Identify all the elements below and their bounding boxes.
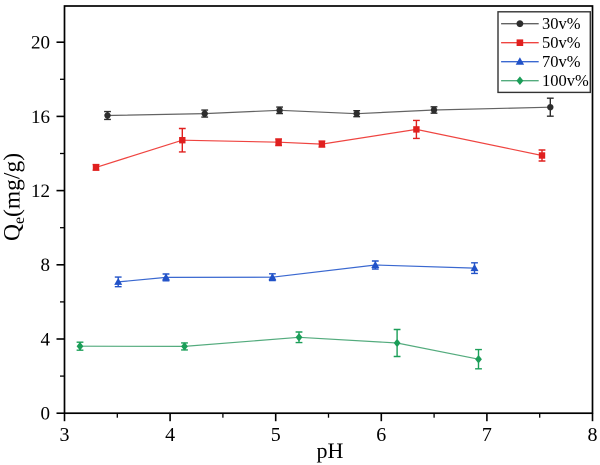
svg-text:pH: pH [317,438,344,463]
svg-text:50v%: 50v% [542,33,581,52]
svg-text:20: 20 [31,33,50,54]
svg-text:8: 8 [41,255,51,276]
svg-text:Qe(mg/g): Qe(mg/g) [0,153,28,241]
svg-text:30v%: 30v% [542,14,581,33]
svg-text:8: 8 [588,424,598,446]
svg-text:16: 16 [31,107,50,128]
svg-text:12: 12 [31,181,50,202]
svg-text:4: 4 [41,329,51,350]
svg-text:3: 3 [60,424,70,446]
svg-text:0: 0 [41,404,51,425]
svg-text:7: 7 [482,424,492,446]
svg-text:5: 5 [271,424,281,446]
svg-text:6: 6 [376,424,386,446]
svg-text:4: 4 [165,424,175,446]
svg-text:70v%: 70v% [542,52,581,71]
svg-text:100v%: 100v% [542,71,589,90]
